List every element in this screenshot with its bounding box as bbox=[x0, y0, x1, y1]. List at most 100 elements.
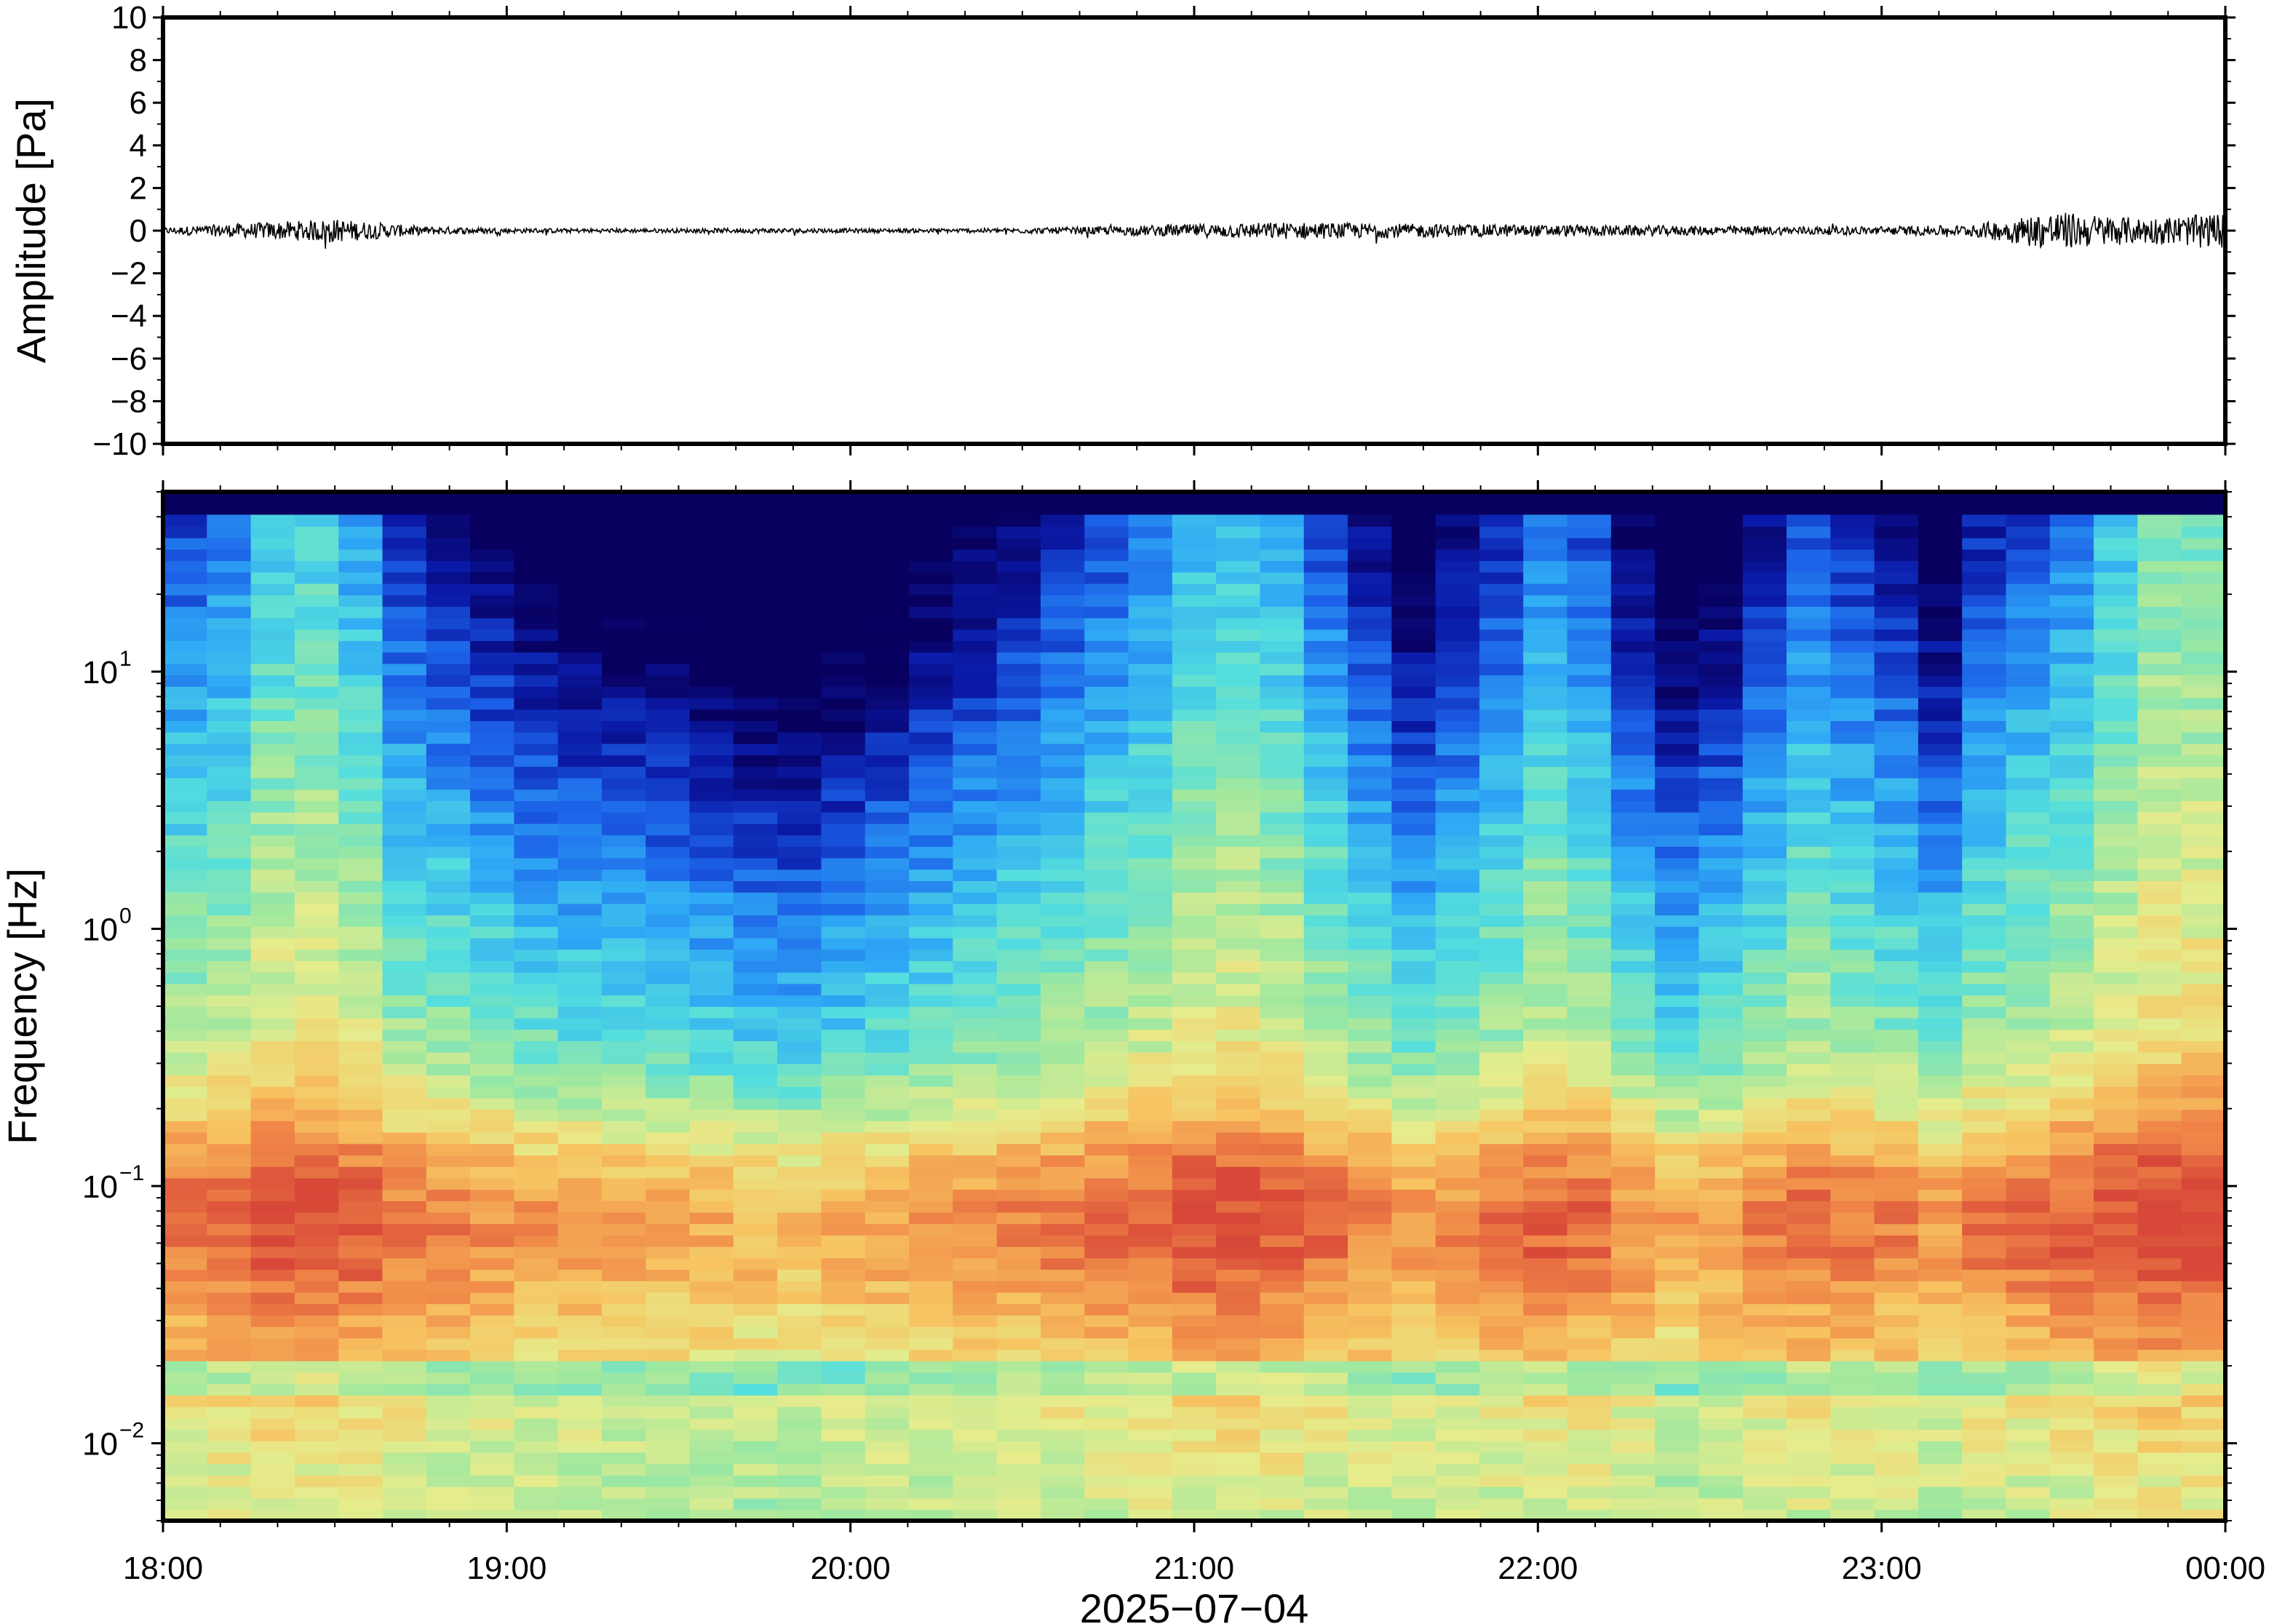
spectrogram-cell bbox=[777, 617, 822, 630]
spectrogram-cell bbox=[1479, 857, 1525, 870]
spectrogram-cell bbox=[1787, 1109, 1832, 1121]
spectrogram-cell bbox=[1128, 1029, 1173, 1041]
spectrogram-cell bbox=[1742, 880, 1787, 893]
spectrogram-cell bbox=[1391, 1429, 1436, 1441]
spectrogram-cell bbox=[1303, 1051, 1348, 1064]
spectrogram-cell bbox=[1655, 1303, 1700, 1315]
spectrogram-cell bbox=[1918, 915, 1963, 927]
spectrogram-cell bbox=[689, 1497, 734, 1510]
spectrogram-cell bbox=[470, 1201, 515, 1213]
spectrogram-cell bbox=[2049, 1497, 2094, 1510]
spectrogram-cell bbox=[1128, 731, 1173, 744]
spectrogram-cell bbox=[1918, 983, 1963, 996]
spectrogram-cell bbox=[2137, 789, 2182, 801]
spectrogram-cell bbox=[557, 560, 603, 573]
spectrogram-cell bbox=[1567, 1143, 1612, 1156]
spectrogram-cell bbox=[1830, 1509, 1875, 1521]
spectrogram-cell bbox=[207, 1211, 252, 1225]
spectrogram-cell bbox=[338, 811, 384, 824]
spectrogram-cell bbox=[1040, 1155, 1086, 1167]
spectrogram-cell bbox=[1084, 1463, 1129, 1476]
spectrogram-cell bbox=[821, 1051, 866, 1064]
spectrogram-cell bbox=[1040, 777, 1086, 790]
spectrogram-cell bbox=[1391, 1395, 1436, 1407]
spectrogram-cell bbox=[207, 1372, 252, 1385]
spectrogram-cell bbox=[1391, 835, 1436, 847]
spectrogram-cell bbox=[1742, 1281, 1787, 1293]
spectrogram-cell bbox=[207, 606, 252, 618]
spectrogram-cell bbox=[689, 1509, 734, 1521]
spectrogram-cell bbox=[382, 983, 427, 996]
spectrogram-cell bbox=[601, 594, 647, 607]
spectrogram-cell bbox=[1874, 1131, 1919, 1145]
spectrogram-cell bbox=[1962, 560, 2007, 573]
spectrogram-cell bbox=[426, 960, 471, 973]
spectrogram-cell bbox=[294, 731, 339, 744]
spectrogram-cell bbox=[514, 823, 559, 836]
spectrogram-cell bbox=[1874, 777, 1919, 790]
spectrogram-cell bbox=[821, 1452, 866, 1465]
spectrogram-cell bbox=[1787, 1121, 1832, 1133]
spectrogram-cell bbox=[2094, 560, 2139, 573]
spectrogram-cell bbox=[909, 1429, 954, 1441]
spectrogram-cell bbox=[1610, 1223, 1656, 1236]
spectrogram-cell bbox=[909, 1155, 954, 1167]
spectrogram-cell bbox=[426, 995, 471, 1007]
spectrogram-cell bbox=[1698, 1143, 1744, 1156]
spectrogram-cell bbox=[1742, 697, 1787, 710]
spectrogram-cell bbox=[1391, 651, 1436, 664]
spectrogram-cell bbox=[1040, 1177, 1086, 1190]
spectrogram-cell bbox=[689, 1337, 734, 1350]
spectrogram-cell bbox=[2137, 1189, 2182, 1201]
spectrogram-cell bbox=[294, 1201, 339, 1213]
spectrogram-cell bbox=[601, 1246, 647, 1259]
spectrogram-cell bbox=[1610, 1417, 1656, 1430]
spectrogram-cell bbox=[777, 583, 822, 596]
amplitude-tick-label: −4 bbox=[111, 298, 147, 334]
spectrogram-cell bbox=[1391, 903, 1436, 916]
spectrogram-cell bbox=[470, 617, 515, 630]
spectrogram-cell bbox=[1610, 537, 1656, 550]
spectrogram-cell bbox=[1874, 891, 1919, 904]
spectrogram-cell bbox=[426, 1441, 471, 1453]
spectrogram-cell bbox=[2137, 1143, 2182, 1156]
spectrogram-cell bbox=[1918, 1177, 1963, 1190]
spectrogram-cell bbox=[426, 1257, 471, 1270]
spectrogram-cell bbox=[1567, 731, 1612, 744]
spectrogram-cell bbox=[1567, 1406, 1612, 1419]
spectrogram-cell bbox=[1216, 903, 1261, 916]
spectrogram-cell bbox=[996, 1452, 1041, 1465]
spectrogram-cell bbox=[2137, 1361, 2182, 1373]
spectrogram-cell bbox=[1172, 857, 1217, 870]
spectrogram-cell bbox=[996, 983, 1041, 996]
spectrogram-cell bbox=[1172, 777, 1217, 790]
spectrogram-cell bbox=[294, 606, 339, 618]
spectrogram-cell bbox=[338, 891, 384, 904]
spectrogram-cell bbox=[1084, 583, 1129, 596]
spectrogram-cell bbox=[953, 560, 998, 573]
spectrogram-cell bbox=[865, 1361, 910, 1373]
spectrogram-cell bbox=[777, 983, 822, 996]
spectrogram-cell bbox=[207, 1383, 252, 1396]
spectrogram-cell bbox=[557, 1395, 603, 1407]
spectrogram-cell bbox=[294, 1040, 339, 1053]
spectrogram-cell bbox=[645, 1269, 691, 1281]
spectrogram-cell bbox=[1260, 983, 1305, 996]
spectrogram-cell bbox=[294, 1315, 339, 1327]
spectrogram-cell bbox=[514, 903, 559, 916]
spectrogram-cell bbox=[1698, 606, 1744, 618]
spectrogram-cell bbox=[1128, 709, 1173, 722]
spectrogram-cell bbox=[1962, 1201, 2007, 1213]
spectrogram-cell bbox=[1040, 594, 1086, 607]
spectrogram-cell bbox=[294, 1177, 339, 1190]
spectrogram-cell bbox=[470, 1177, 515, 1190]
spectrogram-cell bbox=[1523, 617, 1568, 630]
spectrogram-cell bbox=[1567, 960, 1612, 973]
spectrogram-cell bbox=[1216, 1383, 1261, 1396]
spectrogram-cell bbox=[2137, 846, 2182, 859]
spectrogram-cell bbox=[250, 663, 295, 676]
spectrogram-cell bbox=[470, 789, 515, 801]
spectrogram-cell bbox=[1830, 720, 1875, 733]
spectrogram-cell bbox=[2137, 1349, 2182, 1361]
spectrogram-cell bbox=[426, 789, 471, 801]
